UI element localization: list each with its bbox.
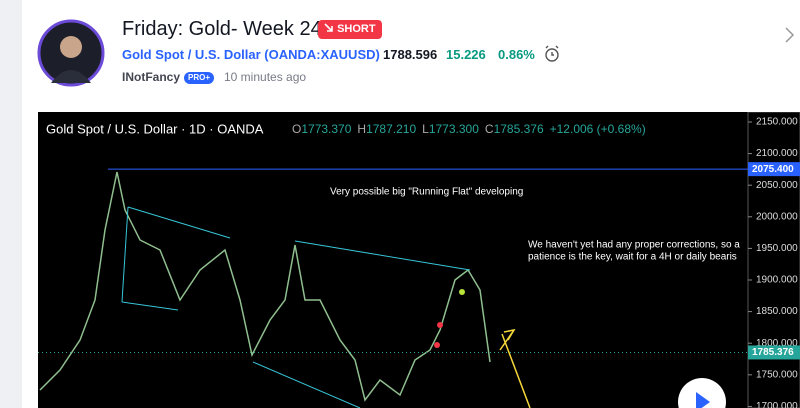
- symbol-link[interactable]: Gold Spot / U.S. Dollar (OANDA:XAUUSD): [122, 47, 380, 62]
- annotation: We haven't yet had any proper correction…: [528, 240, 740, 251]
- author[interactable]: INotFancy: [122, 70, 181, 84]
- time: 10 minutes ago: [224, 70, 307, 84]
- short-badge: SHORT: [318, 20, 382, 39]
- alert-icon[interactable]: [543, 45, 561, 63]
- chart-bg: [38, 112, 800, 408]
- level-label-bg: [748, 162, 800, 177]
- ohlc-values: O1773.370 H1787.210 L1773.300 C1785.376 +12.…: [292, 122, 646, 136]
- price-tick-label: 2050.000: [756, 180, 798, 191]
- chart: Gold Spot / U.S. Dollar · 1D · OANDA O17…: [38, 112, 800, 408]
- marker: [437, 322, 443, 328]
- next-chevron[interactable]: [784, 26, 796, 44]
- ohlc-key: O: [292, 122, 301, 136]
- avatar[interactable]: [37, 19, 105, 87]
- ohlc-value: 1773.300: [429, 122, 479, 136]
- price: 1788.596: [383, 47, 438, 62]
- ohlc-value: 1787.210: [366, 122, 416, 136]
- price-tick-label: 2000.000: [756, 211, 798, 222]
- annotation: Very possible big "Running Flat" develop…: [330, 187, 523, 198]
- level-label-bg: [748, 345, 800, 360]
- side-strip: [0, 0, 22, 408]
- price-tick-label: 1850.000: [756, 306, 798, 317]
- arrow-icon: [324, 23, 333, 32]
- level-label: 1785.376: [752, 347, 794, 358]
- price-path: [39, 171, 491, 402]
- price-tick-label: 1750.000: [756, 369, 798, 380]
- pro-badge: PRO+: [184, 72, 215, 84]
- ohlc-key: L: [422, 122, 429, 136]
- price-tick-label: 1800.000: [756, 338, 798, 349]
- change-pct: 0.86%: [498, 47, 535, 62]
- ohlc-key: H: [357, 122, 366, 136]
- price-tick-label: 2100.000: [756, 148, 798, 159]
- ohlc: O1773.370 H1787.210 L1773.300 C1785.376 +12.…: [292, 122, 646, 136]
- ohlc-value: 1785.376: [494, 122, 544, 136]
- annotation: patience is the key, wait for a 4H or da…: [528, 252, 737, 263]
- marker: [459, 289, 465, 295]
- ohlc-change: +12.006 (+0.68%): [550, 122, 646, 136]
- badge-text: SHORT: [337, 23, 376, 35]
- legend-title: Gold Spot / U.S. Dollar · 1D · OANDA: [46, 121, 264, 136]
- change: 15.226: [446, 47, 486, 62]
- play-button[interactable]: [678, 378, 726, 408]
- ohlc-key: C: [485, 122, 494, 136]
- price-tick-label: 2150.000: [756, 117, 798, 128]
- marker: [434, 342, 440, 348]
- projection-arrow: [499, 328, 531, 408]
- price-tick-label: 1700.000: [756, 401, 798, 408]
- trend-lines: [121, 206, 471, 408]
- level-label: 2075.400: [752, 164, 794, 175]
- ohlc-value: 1773.370: [301, 122, 351, 136]
- price-tick-label: 1950.000: [756, 243, 798, 254]
- idea-title: Friday: Gold- Week 24: [122, 18, 322, 40]
- price-tick-label: 1900.000: [756, 275, 798, 286]
